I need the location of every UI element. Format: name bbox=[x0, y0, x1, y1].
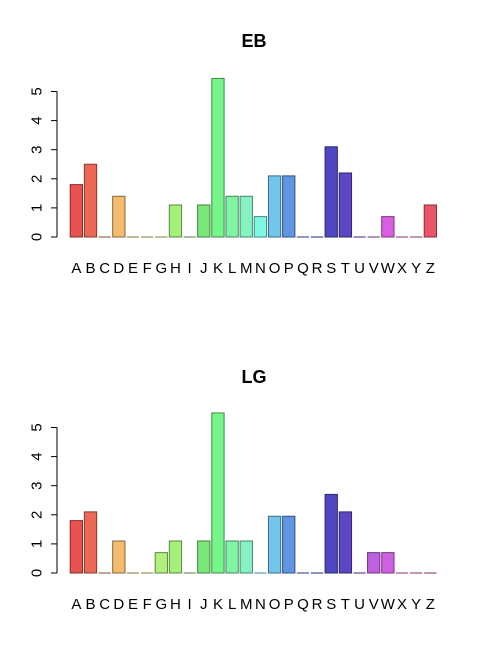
x-tick-label: S bbox=[326, 596, 336, 613]
x-tick-label: X bbox=[397, 596, 407, 613]
x-tick-label: Q bbox=[297, 260, 309, 277]
y-tick-label: 2 bbox=[29, 511, 46, 519]
x-tick-label: G bbox=[155, 260, 167, 277]
bar-G bbox=[155, 553, 167, 573]
bar-J bbox=[198, 205, 210, 237]
y-tick-label: 0 bbox=[29, 569, 46, 577]
y-tick-label: 4 bbox=[29, 116, 46, 124]
x-tick-label: A bbox=[71, 596, 81, 613]
bar-M bbox=[240, 541, 252, 573]
x-tick-label: B bbox=[86, 596, 96, 613]
bar-Z bbox=[424, 205, 436, 237]
x-tick-label: U bbox=[354, 260, 365, 277]
x-tick-label: P bbox=[284, 596, 294, 613]
x-tick-label: X bbox=[397, 260, 407, 277]
x-tick-label: L bbox=[228, 596, 236, 613]
x-tick-label: O bbox=[269, 596, 281, 613]
x-tick-label: C bbox=[99, 260, 110, 277]
bar-O bbox=[268, 176, 280, 237]
bar-P bbox=[283, 176, 295, 237]
x-tick-label: H bbox=[170, 260, 181, 277]
y-tick-label: 1 bbox=[29, 540, 46, 548]
bar-S bbox=[325, 147, 337, 237]
bar-B bbox=[84, 164, 96, 237]
x-tick-label: T bbox=[341, 596, 350, 613]
y-tick-label: 3 bbox=[29, 482, 46, 490]
x-tick-label: S bbox=[326, 260, 336, 277]
x-tick-label: D bbox=[113, 596, 124, 613]
y-tick-label: 1 bbox=[29, 204, 46, 212]
x-tick-label: O bbox=[269, 260, 281, 277]
y-tick-label: 3 bbox=[29, 146, 46, 154]
x-tick-label: J bbox=[200, 260, 208, 277]
x-tick-label: N bbox=[255, 596, 266, 613]
bar-O bbox=[268, 516, 280, 573]
x-tick-label: E bbox=[128, 260, 138, 277]
bar-M bbox=[240, 196, 252, 237]
x-tick-label: J bbox=[200, 596, 208, 613]
x-tick-label: T bbox=[341, 260, 350, 277]
bar-N bbox=[254, 217, 266, 237]
x-tick-label: G bbox=[155, 596, 167, 613]
x-tick-label: Y bbox=[411, 596, 421, 613]
chart-title: EB bbox=[241, 31, 266, 51]
x-tick-label: F bbox=[143, 596, 152, 613]
panel-1: LG 0 1 2 3 4 5 A B C D E F G H I J K L M N O P Q R S T U V W X Y Z bbox=[29, 367, 437, 613]
y-tick-label: 4 bbox=[29, 452, 46, 460]
x-tick-label: I bbox=[188, 260, 192, 277]
bar-P bbox=[283, 516, 295, 573]
x-tick-label: R bbox=[312, 596, 323, 613]
x-tick-label: Z bbox=[426, 596, 435, 613]
x-tick-label: K bbox=[213, 260, 223, 277]
x-tick-label: V bbox=[369, 596, 379, 613]
x-tick-label: L bbox=[228, 260, 236, 277]
x-tick-label: C bbox=[99, 596, 110, 613]
x-tick-label: R bbox=[312, 260, 323, 277]
bar-L bbox=[226, 196, 238, 237]
y-tick-label: 2 bbox=[29, 175, 46, 183]
x-tick-label: Q bbox=[297, 596, 309, 613]
bar-J bbox=[198, 541, 210, 573]
panel-0: EB 0 1 2 3 4 5 A B C D E F G H I J K L M N O P Q R S T U V W X Y Z bbox=[29, 31, 437, 277]
y-tick-label: 5 bbox=[29, 87, 46, 95]
x-tick-label: F bbox=[143, 260, 152, 277]
bar-L bbox=[226, 541, 238, 573]
x-tick-label: W bbox=[381, 260, 396, 277]
x-tick-label: V bbox=[369, 260, 379, 277]
y-tick-label: 5 bbox=[29, 423, 46, 431]
bar-D bbox=[113, 196, 125, 237]
bar-S bbox=[325, 494, 337, 573]
x-tick-label: A bbox=[71, 260, 81, 277]
bar-A bbox=[70, 185, 82, 237]
x-tick-label: Y bbox=[411, 260, 421, 277]
bar-T bbox=[339, 512, 351, 573]
bar-H bbox=[169, 205, 181, 237]
x-tick-label: I bbox=[188, 596, 192, 613]
x-tick-label: M bbox=[240, 596, 253, 613]
x-tick-label: W bbox=[381, 596, 396, 613]
x-tick-label: P bbox=[284, 260, 294, 277]
bar-D bbox=[113, 541, 125, 573]
x-tick-label: U bbox=[354, 596, 365, 613]
bar-K bbox=[212, 78, 224, 237]
x-tick-label: E bbox=[128, 596, 138, 613]
y-tick-label: 0 bbox=[29, 233, 46, 241]
x-tick-label: M bbox=[240, 260, 253, 277]
bar-K bbox=[212, 413, 224, 573]
x-tick-label: B bbox=[86, 260, 96, 277]
x-tick-label: N bbox=[255, 260, 266, 277]
x-tick-label: K bbox=[213, 596, 223, 613]
chart-title: LG bbox=[242, 367, 267, 387]
x-tick-label: D bbox=[113, 260, 124, 277]
bar-H bbox=[169, 541, 181, 573]
bar-A bbox=[70, 521, 82, 573]
x-tick-label: H bbox=[170, 596, 181, 613]
bar-T bbox=[339, 173, 351, 237]
bar-W bbox=[382, 217, 394, 237]
bar-V bbox=[368, 553, 380, 573]
bar-B bbox=[84, 512, 96, 573]
x-tick-label: Z bbox=[426, 260, 435, 277]
bar-W bbox=[382, 553, 394, 573]
